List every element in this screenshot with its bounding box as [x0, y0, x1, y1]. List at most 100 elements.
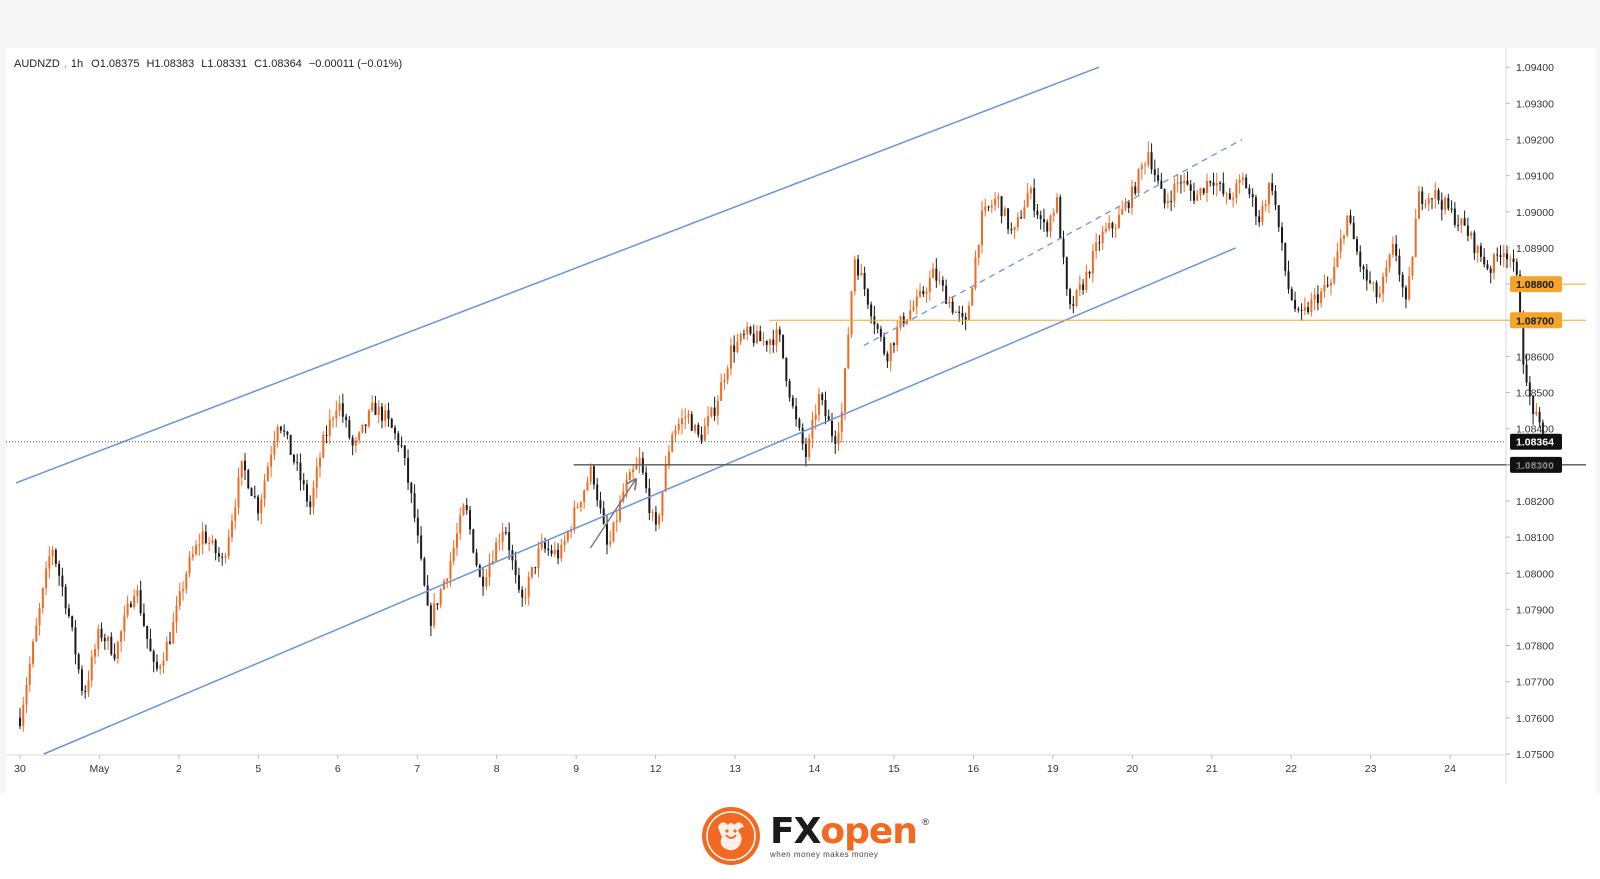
candle-up — [234, 507, 237, 521]
candle-down — [1033, 188, 1036, 211]
candle-up — [1424, 203, 1427, 205]
candle-up — [1166, 200, 1169, 204]
candle-up — [1232, 197, 1235, 200]
ohlc-low: L1.08331 — [201, 58, 247, 70]
candle-up — [553, 549, 556, 554]
x-tick-label: 9 — [573, 763, 579, 775]
candle-up — [328, 419, 331, 436]
candle-down — [305, 484, 308, 502]
candle-down — [1007, 208, 1010, 230]
candle-down — [824, 399, 827, 417]
candle-up — [159, 666, 162, 669]
candle-down — [544, 542, 547, 549]
candle-up — [1241, 177, 1244, 180]
candle-down — [1039, 215, 1042, 220]
candle-up — [703, 426, 706, 441]
candle-down — [390, 418, 393, 428]
candle-down — [436, 603, 439, 605]
candle-up — [260, 498, 263, 514]
y-tick-label: 1.08200 — [1516, 496, 1554, 508]
candle-up — [491, 561, 494, 564]
candle-down — [778, 329, 781, 335]
x-tick-label: 7 — [414, 763, 420, 775]
candle-up — [984, 206, 987, 211]
candle-up — [560, 544, 563, 559]
candle-up — [729, 345, 732, 369]
candle-up — [684, 417, 687, 419]
candle-down — [1404, 287, 1407, 300]
candle-down — [798, 419, 801, 428]
candle-up — [1264, 204, 1267, 207]
current-price-tag — [1510, 433, 1562, 450]
candle-down — [654, 512, 657, 525]
bull-logo-icon — [702, 807, 760, 865]
candle-up — [1267, 183, 1270, 205]
candle-up — [925, 291, 928, 295]
candle-down — [1466, 225, 1469, 236]
candle-down — [429, 605, 432, 626]
candle-up — [224, 556, 227, 558]
y-tick-label: 1.09200 — [1516, 135, 1554, 147]
candle-up — [938, 280, 941, 282]
candle-up — [361, 424, 364, 433]
footer: FX open ® when money makes money — [0, 793, 1600, 879]
candle-up — [1173, 183, 1176, 202]
candle-down — [80, 669, 83, 691]
candle-up — [837, 432, 840, 444]
candle-up — [270, 454, 273, 467]
candle-up — [442, 581, 445, 590]
candle-down — [1042, 219, 1045, 223]
y-tick-label: 1.08100 — [1516, 532, 1554, 544]
candle-up — [1320, 291, 1323, 304]
candle-down — [244, 460, 247, 471]
candle-down — [521, 589, 524, 598]
candle-down — [169, 641, 172, 644]
candle-down — [785, 357, 788, 382]
candle-down — [1369, 280, 1372, 283]
candle-down — [1274, 190, 1277, 206]
candle-down — [1431, 198, 1434, 200]
candle-up — [919, 290, 922, 297]
x-tick-label: 12 — [650, 763, 662, 775]
candle-down — [100, 628, 103, 638]
candle-up — [632, 469, 635, 472]
level-tag — [1510, 276, 1562, 293]
candle-down — [1352, 222, 1355, 240]
candle-down — [387, 410, 390, 419]
level-tag-label: 1.08700 — [1516, 315, 1554, 327]
candle-up — [1434, 190, 1437, 199]
candle-down — [472, 529, 475, 553]
candle-down — [113, 654, 116, 659]
candle-up — [977, 244, 980, 258]
candle-up — [527, 576, 530, 597]
candle-up — [537, 548, 540, 568]
x-tick-label: 14 — [809, 763, 821, 775]
candle-down — [1248, 188, 1251, 195]
candle-down — [1111, 223, 1114, 229]
candle-up — [671, 434, 674, 452]
brand-logo[interactable]: FX open ® when money makes money — [700, 801, 929, 871]
candle-down — [508, 532, 511, 551]
candle-down — [1437, 190, 1440, 201]
candle-down — [394, 427, 397, 434]
candle-up — [687, 414, 690, 418]
candle-down — [765, 340, 768, 345]
candle-up — [609, 541, 612, 545]
candle-up — [853, 259, 856, 292]
candle-up — [182, 589, 185, 592]
candle-up — [312, 487, 315, 508]
candle-up — [1215, 182, 1218, 186]
candle-down — [1082, 284, 1085, 290]
candle-up — [677, 424, 680, 430]
candle-down — [791, 397, 794, 407]
candle-up — [625, 480, 628, 492]
candle-down — [1186, 180, 1189, 185]
candle-down — [1515, 261, 1518, 275]
x-tick-label: 6 — [335, 763, 341, 775]
candle-up — [459, 515, 462, 534]
candle-up — [1310, 299, 1313, 313]
candle-down — [801, 427, 804, 444]
candle-down — [883, 336, 886, 354]
y-tick-label: 1.09400 — [1516, 62, 1554, 74]
